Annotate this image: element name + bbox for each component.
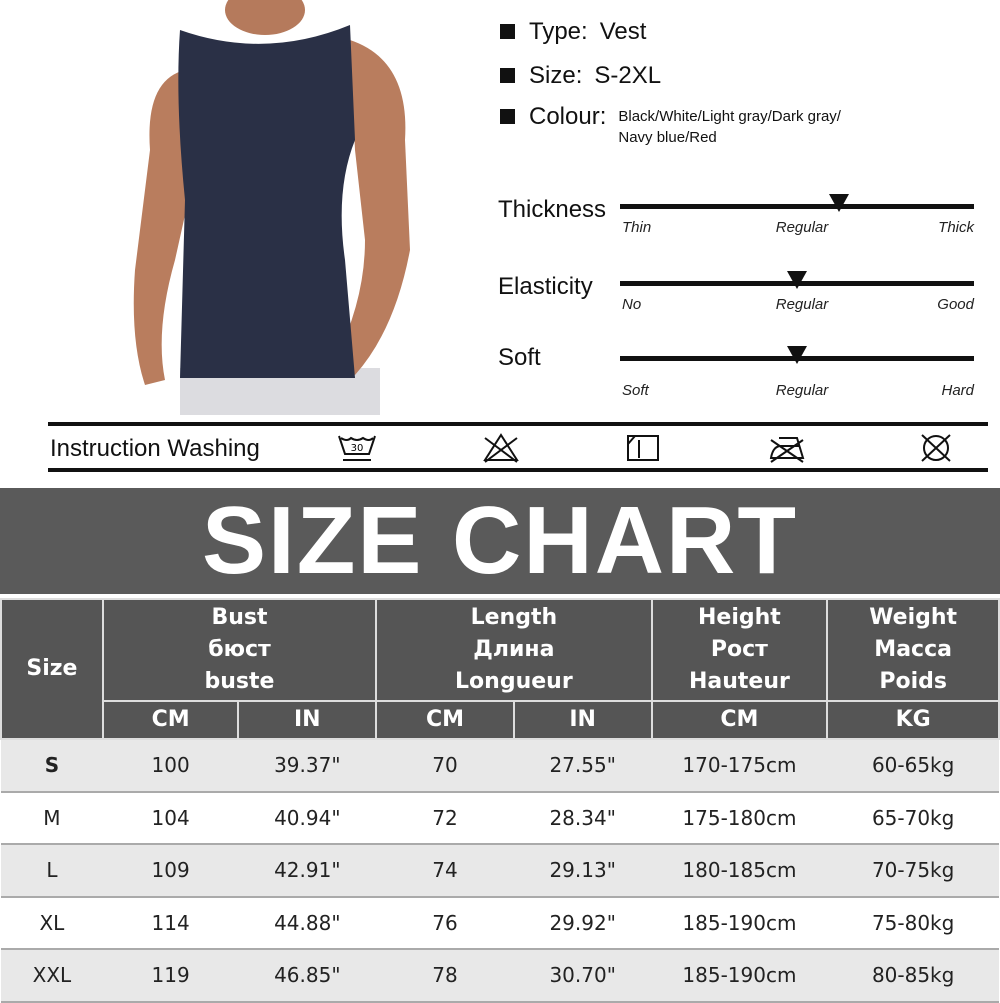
table-row: S 100 39.37" 70 27.55" 170-175cm 60-65kg xyxy=(1,739,999,793)
unit-header: KG xyxy=(826,700,1000,740)
spec-type: Type: Vest xyxy=(500,18,646,46)
table-cell: 42.91" xyxy=(238,844,377,898)
table-cell: 185-190cm xyxy=(651,896,828,950)
scale-max-label: Thick xyxy=(938,219,974,236)
table-cell: 65-70kg xyxy=(827,791,999,845)
table-cell: 70 xyxy=(376,739,514,793)
no-dry-clean-icon xyxy=(921,434,951,462)
table-cell: 30.70" xyxy=(513,949,652,1003)
table-cell: 114 xyxy=(102,896,239,950)
scale-marker-icon xyxy=(787,271,807,289)
table-cell: 170-175cm xyxy=(651,739,828,793)
bullet-icon xyxy=(500,68,515,83)
table-row: M 104 40.94" 72 28.34" 175-180cm 65-70kg xyxy=(1,791,999,845)
table-cell: 72 xyxy=(376,791,514,845)
table-cell: 60-65kg xyxy=(827,739,999,793)
spec-value: S-2XL xyxy=(594,62,662,89)
header-size: Size xyxy=(0,598,104,740)
unit-header: IN xyxy=(237,700,378,740)
scale-mid-label: Regular xyxy=(775,296,829,313)
spec-value: Black/White/Light gray/Dark gray/ Navy b… xyxy=(618,108,841,146)
header-weight: Weight Масса Poids xyxy=(826,598,1000,702)
scale-min-label: No xyxy=(622,296,642,313)
header-bust: Bust бюст buste xyxy=(101,598,378,702)
divider xyxy=(48,468,988,472)
spec-value: Vest xyxy=(599,18,647,45)
scale-name: Thickness xyxy=(498,196,607,223)
scale-name: Soft xyxy=(498,344,541,371)
table-cell: 40.94" xyxy=(238,791,377,845)
table-cell: XL xyxy=(1,896,103,950)
table-cell: 75-80kg xyxy=(827,896,999,950)
scale-marker-icon xyxy=(787,346,807,364)
table-cell: 27.55" xyxy=(513,739,652,793)
table-cell: 44.88" xyxy=(238,896,377,950)
table-cell: 175-180cm xyxy=(651,791,828,845)
scale-bar xyxy=(620,204,974,209)
table-cell: 74 xyxy=(376,844,514,898)
spec-colour: Colour: Black/White/Light gray/Dark gray/… xyxy=(500,103,841,148)
bullet-icon xyxy=(500,24,515,39)
svg-text:30: 30 xyxy=(351,443,364,454)
table-cell: 76 xyxy=(376,896,514,950)
table-row: L 109 42.91" 74 29.13" 180-185cm 70-75kg xyxy=(1,844,999,898)
bullet-icon xyxy=(500,109,515,124)
table-cell: 80-85kg xyxy=(827,949,999,1003)
scale-max-label: Hard xyxy=(941,382,974,399)
table-cell: 119 xyxy=(102,949,239,1003)
scale-max-label: Good xyxy=(937,296,974,313)
scale-mid-label: Regular xyxy=(775,219,829,236)
unit-header: CM xyxy=(375,700,515,740)
scale-mid-label: Regular xyxy=(775,382,829,399)
product-photo xyxy=(133,0,410,415)
scale-name: Elasticity xyxy=(498,273,593,300)
table-row: XL 114 44.88" 76 29.92" 185-190cm 75-80kg xyxy=(1,896,999,950)
table-cell: 29.92" xyxy=(513,896,652,950)
table-cell: 29.13" xyxy=(513,844,652,898)
no-bleach-icon xyxy=(483,433,519,463)
washing-label: Instruction Washing xyxy=(50,435,260,462)
unit-header: CM xyxy=(101,700,240,740)
table-cell: 109 xyxy=(102,844,239,898)
table-cell: 104 xyxy=(102,791,239,845)
scale-min-label: Thin xyxy=(622,219,652,236)
table-cell: 70-75kg xyxy=(827,844,999,898)
header-length: Length Длина Longueur xyxy=(375,598,653,702)
size-chart-title: SIZE CHART xyxy=(0,488,1000,594)
table-cell: 46.85" xyxy=(238,949,377,1003)
wash-30-icon: 30 xyxy=(338,435,376,461)
divider xyxy=(48,422,988,426)
table-cell: L xyxy=(1,844,103,898)
unit-header: IN xyxy=(512,700,653,740)
table-cell: S xyxy=(1,739,103,793)
table-row: XXL 119 46.85" 78 30.70" 185-190cm 80-85kg xyxy=(1,949,999,1003)
table-cell: 100 xyxy=(102,739,239,793)
no-iron-icon xyxy=(769,437,805,463)
unit-header: CM xyxy=(650,700,829,740)
scale-min-label: Soft xyxy=(622,382,649,399)
dry-icon xyxy=(627,435,659,461)
table-cell: XXL xyxy=(1,949,103,1003)
table-cell: 180-185cm xyxy=(651,844,828,898)
table-cell: 28.34" xyxy=(513,791,652,845)
scale-marker-icon xyxy=(829,194,850,212)
header-height: Height Рост Hauteur xyxy=(650,598,829,702)
spec-size: Size: S-2XL xyxy=(500,62,661,90)
table-cell: 185-190cm xyxy=(651,949,828,1003)
size-table: Size Bust бюст buste Length Длина Longueur H… xyxy=(0,598,1000,1003)
table-cell: 78 xyxy=(376,949,514,1003)
table-cell: 39.37" xyxy=(238,739,377,793)
table-cell: M xyxy=(1,791,103,845)
